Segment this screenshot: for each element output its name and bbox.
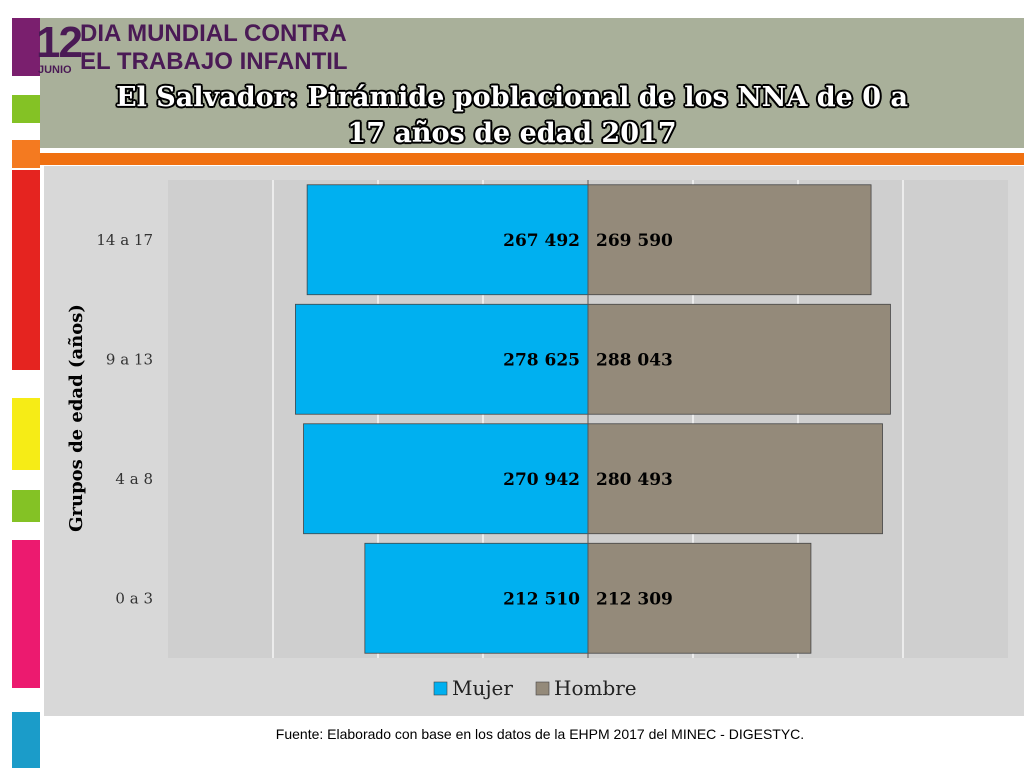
decor-stripe-orange bbox=[12, 140, 40, 168]
bar-hombre-4-a-8 bbox=[587, 423, 883, 535]
legend-label-mujer: Mujer bbox=[452, 676, 513, 700]
header-rule-white bbox=[40, 150, 1024, 152]
decor-stripe-yellow bbox=[12, 398, 40, 470]
legend-swatch-mujer bbox=[433, 681, 448, 696]
legend-swatch-hombre bbox=[535, 681, 550, 696]
header-band bbox=[40, 18, 1024, 148]
data-label-hombre: 288 043 bbox=[596, 350, 673, 370]
data-label-hombre: 212 309 bbox=[596, 589, 673, 609]
bar-hombre-0-a-3 bbox=[587, 542, 812, 654]
bar-mujer-14-a-17 bbox=[306, 184, 589, 296]
logo-day: 12 bbox=[36, 18, 83, 67]
category-label: 4 a 8 bbox=[115, 470, 153, 488]
logo-line-1: DIA MUNDIAL CONTRA bbox=[80, 20, 347, 47]
data-label-mujer: 278 625 bbox=[503, 350, 580, 370]
decor-stripe-pink bbox=[12, 540, 40, 688]
data-label-mujer: 212 510 bbox=[503, 589, 580, 609]
data-label-mujer: 267 492 bbox=[503, 231, 580, 251]
event-logo: 12 JUNIO DIA MUNDIAL CONTRA EL TRABAJO I… bbox=[36, 18, 348, 76]
slide-title: El Salvador: Pirámide poblacional de los… bbox=[40, 80, 984, 152]
legend-label-hombre: Hombre bbox=[554, 676, 637, 700]
slide-title-line-2: 17 años de edad 2017 bbox=[347, 118, 677, 149]
decor-stripe-green bbox=[12, 95, 40, 123]
data-label-mujer: 270 942 bbox=[503, 470, 580, 490]
source-note: Fuente: Elaborado con base en los datos … bbox=[275, 726, 805, 742]
logo-line-2: EL TRABAJO INFANTIL bbox=[80, 48, 348, 75]
data-label-hombre: 280 493 bbox=[596, 470, 673, 490]
bar-mujer-9-a-13 bbox=[295, 303, 589, 415]
y-axis-title: Grupos de edad (años) bbox=[66, 304, 87, 532]
slide-title-line-1: El Salvador: Pirámide poblacional de los… bbox=[116, 82, 908, 113]
data-label-hombre: 269 590 bbox=[596, 231, 673, 251]
decor-stripe-purple bbox=[12, 18, 40, 76]
bar-hombre-9-a-13 bbox=[587, 303, 891, 415]
decor-stripe-blue bbox=[12, 712, 40, 768]
bar-mujer-4-a-8 bbox=[303, 423, 589, 535]
category-label: 9 a 13 bbox=[106, 350, 153, 368]
bar-mujer-0-a-3 bbox=[364, 542, 589, 654]
category-label: 14 a 17 bbox=[96, 231, 153, 249]
category-label: 0 a 3 bbox=[115, 589, 153, 607]
decor-stripe-green-2 bbox=[12, 490, 40, 522]
bar-hombre-14-a-17 bbox=[587, 184, 872, 296]
decor-stripe-red bbox=[12, 170, 40, 370]
logo-month: JUNIO bbox=[38, 64, 72, 76]
header-rule-orange bbox=[40, 153, 1024, 165]
